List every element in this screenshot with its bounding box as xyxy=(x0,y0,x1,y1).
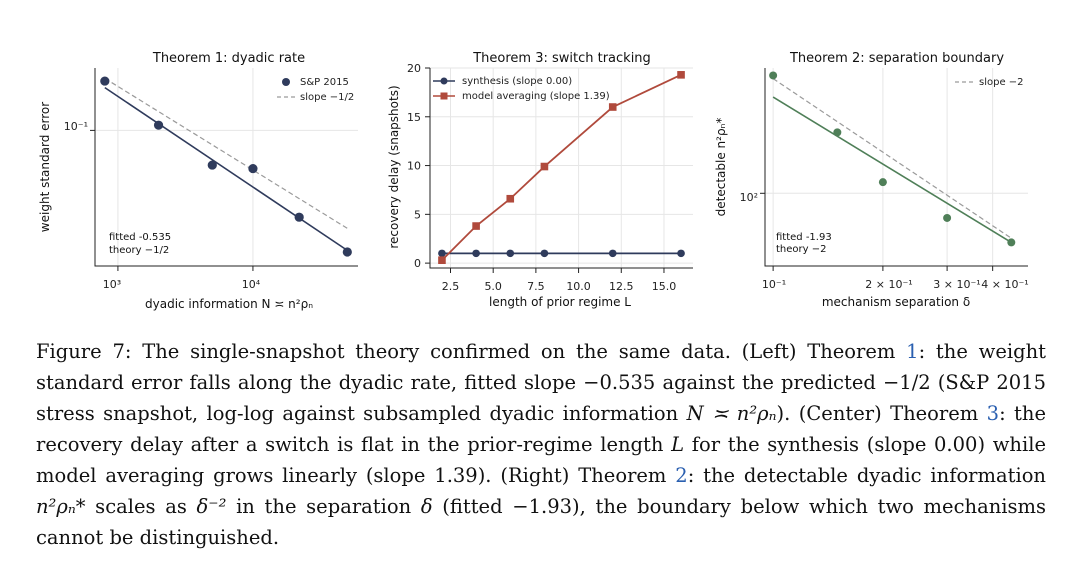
synthesis-data-point xyxy=(540,249,549,258)
panel-1-ytick-0.1: 10⁻¹ xyxy=(64,120,88,133)
panel-2-ylabel: recovery delay (snapshots) xyxy=(387,85,401,248)
panel-1-annotation-theory: theory −1/2 xyxy=(109,245,169,256)
legend-label-slope: slope −1/2 xyxy=(300,92,354,103)
panel-3-data-point xyxy=(943,213,952,222)
panel-1-annotation-fitted: fitted -0.535 xyxy=(109,232,171,243)
panel-1-fit-line xyxy=(104,86,348,252)
figure-caption: Figure 7: The single-snapshot theory con… xyxy=(36,336,1046,553)
panel-1-data-point xyxy=(207,160,217,170)
legend-label-slope-minus-2: slope −2 xyxy=(979,77,1024,88)
panel-1-title: Theorem 1: dyadic rate xyxy=(152,51,305,66)
synthesis-data-point xyxy=(438,249,446,258)
model-averaging-data-point xyxy=(472,222,480,230)
caption-ref-theorem-1[interactable]: 1 xyxy=(906,340,919,363)
panel-2-xtick-label: 10.0 xyxy=(566,280,591,293)
model-averaging-data-point xyxy=(677,71,685,79)
caption-ref-theorem-3[interactable]: 3 xyxy=(986,402,1000,425)
panel-2-ytick-label: 10 xyxy=(407,160,421,173)
panel-3-data-point xyxy=(1007,238,1016,247)
caption-text: The single-snapshot theory confirmed on … xyxy=(131,340,907,363)
caption-figure-label: Figure 7: xyxy=(36,340,132,363)
legend-marker-model-averaging-point xyxy=(440,92,448,100)
panel-3-ylabel: detectable n²ρₙ* xyxy=(714,118,728,217)
synthesis-data-point xyxy=(677,249,685,258)
caption-text: : the weight standard error falls along … xyxy=(36,340,1046,425)
panel-2-xtick-label: 12.5 xyxy=(609,280,634,293)
panel-1-legend: S&P 2015 slope −1/2 xyxy=(277,77,354,103)
panel-1-xlabel: dyadic information N ≍ n²ρₙ xyxy=(145,297,313,311)
panel-3-data-point xyxy=(769,71,778,80)
panel-2-xtick-label: 2.5 xyxy=(442,280,460,293)
panel-2-title: Theorem 3: switch tracking xyxy=(472,51,651,66)
caption-math: δ⁻² xyxy=(196,495,227,518)
panel-2-xtick-label: 15.0 xyxy=(652,280,677,293)
panel-3-data-point xyxy=(878,178,887,187)
panel-2-ytick-label: 5 xyxy=(414,208,421,221)
legend-label-synthesis: synthesis (slope 0.00) xyxy=(462,76,572,87)
synthesis-data-point xyxy=(472,249,480,258)
caption-text: ). (Center) Theorem xyxy=(776,402,987,425)
panel-2-ytick-label: 15 xyxy=(407,111,421,124)
panel-1-axes xyxy=(94,68,358,267)
model-averaging-data-point xyxy=(438,256,446,264)
figure-7: Theorem 1: dyadic rate 10³ 10⁴ 10⁻¹ dyad… xyxy=(38,51,1029,311)
panel-2-ytick-label: 0 xyxy=(414,257,421,270)
caption-math: N ≍ n²ρₙ xyxy=(686,402,777,425)
legend-label-model-averaging: model averaging (slope 1.39) xyxy=(462,91,610,102)
caption-math: δ xyxy=(420,495,433,518)
caption-text: scales as xyxy=(85,495,197,518)
legend-label-sp2015: S&P 2015 xyxy=(300,77,349,88)
panel-2-xtick-label: 7.5 xyxy=(527,280,545,293)
caption-text: (fitted −1.93), the boundary below which… xyxy=(36,495,1046,549)
panel-2-legend: synthesis (slope 0.00) model averaging (… xyxy=(433,76,610,102)
panel-3-title: Theorem 2: separation boundary xyxy=(789,51,1004,66)
caption-text: for the synthesis (slope 0.00) while mod… xyxy=(36,433,1046,487)
panel-3-xtick-0.4: 4 × 10⁻¹ xyxy=(981,278,1028,291)
model-averaging-data-point xyxy=(506,194,515,203)
model-averaging-data-point xyxy=(608,103,617,111)
panel-theorem-2: Theorem 2: separation boundary 10⁻¹ 2 × … xyxy=(714,51,1029,309)
panel-3-xtick-0.1: 10⁻¹ xyxy=(762,278,786,291)
caption-ref-theorem-2[interactable]: 2 xyxy=(675,464,688,487)
panel-3-reference-line xyxy=(772,78,1012,239)
panel-1-ylabel: weight standard error xyxy=(38,102,52,232)
panel-3-xtick-0.2: 2 × 10⁻¹ xyxy=(865,278,912,291)
panel-3-axes xyxy=(764,68,1028,267)
model-averaging-line xyxy=(441,74,682,261)
panel-3-data-point xyxy=(833,128,842,137)
panel-3-legend: slope −2 xyxy=(955,77,1024,88)
legend-marker-sp2015 xyxy=(282,78,290,86)
panel-2-xtick-label: 5.0 xyxy=(484,280,502,293)
model-averaging-data-point xyxy=(540,162,549,171)
panel-2-axes xyxy=(429,68,693,269)
panel-3-xlabel: mechanism separation δ xyxy=(822,295,970,309)
panel-theorem-1: Theorem 1: dyadic rate 10³ 10⁴ 10⁻¹ dyad… xyxy=(38,51,358,311)
panel-3-xtick-0.3: 3 × 10⁻¹ xyxy=(933,278,980,291)
panel-3-fit-line xyxy=(772,96,1012,244)
caption-text: : the recovery delay after a switch is f… xyxy=(36,402,1046,456)
synthesis-data-point xyxy=(608,249,617,258)
legend-marker-synthesis-point xyxy=(440,77,448,85)
panel-1-xtick-10000: 10⁴ xyxy=(242,278,261,291)
panel-3-annotation-theory: theory −2 xyxy=(776,244,826,255)
caption-math: L xyxy=(671,433,685,456)
panel-1-data-point xyxy=(100,76,110,86)
panel-theorem-3: Theorem 3: switch tracking 2.5 5.0 7.5 10.0… xyxy=(387,51,693,309)
panel-1-data-point xyxy=(248,163,258,174)
panel-2-ytick-label: 20 xyxy=(407,62,421,75)
caption-text: in the separation xyxy=(226,495,421,518)
panel-1-data-point xyxy=(294,212,304,222)
panel-3-ytick-100: 10² xyxy=(740,191,758,204)
panel-2-xlabel: length of prior regime L xyxy=(489,295,631,309)
caption-text: : the detectable dyadic information xyxy=(687,464,1046,487)
panel-1-data-point xyxy=(153,120,164,130)
synthesis-data-point xyxy=(506,249,515,258)
panel-1-xtick-1000: 10³ xyxy=(103,278,121,291)
panel-3-annotation-fitted: fitted -1.93 xyxy=(776,232,832,243)
panel-1-data-point xyxy=(342,247,352,257)
caption-math: n²ρₙ* xyxy=(36,495,86,518)
